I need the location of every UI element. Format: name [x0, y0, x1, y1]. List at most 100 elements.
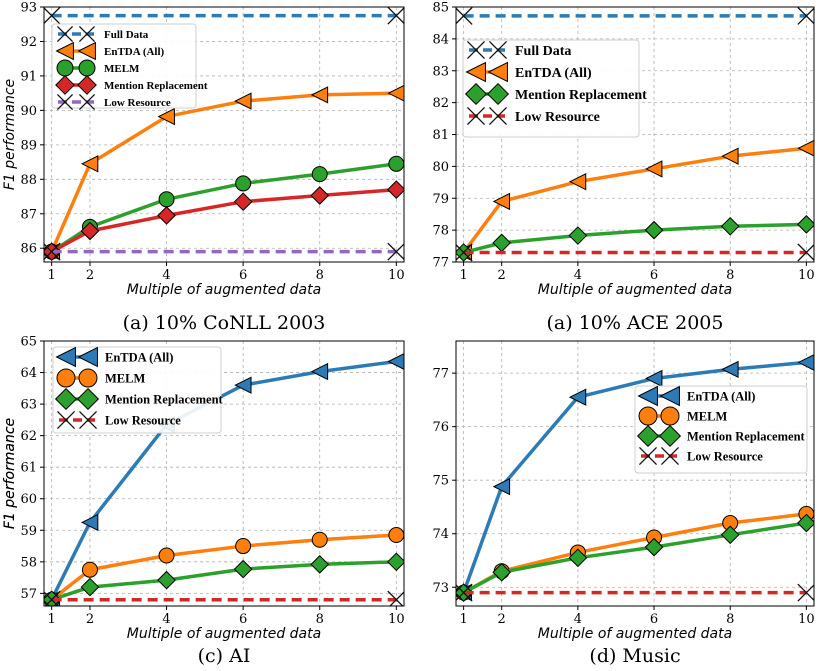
- x-tick-label: 1: [48, 268, 56, 283]
- data-point: [311, 166, 328, 183]
- legend-marker: [660, 446, 680, 466]
- y-tick-label: 63: [20, 398, 37, 413]
- series-full-data: [44, 7, 404, 25]
- data-point: [387, 242, 404, 261]
- plot-area: [44, 7, 404, 261]
- data-point: [311, 531, 328, 548]
- legend-item: Full Data: [466, 40, 571, 60]
- y-tick-label: 76: [432, 420, 449, 435]
- legend-label: EnTDA (All): [105, 351, 173, 365]
- x-tick-label: 6: [239, 612, 247, 627]
- panel-caption: (c) AI: [198, 645, 251, 667]
- x-tick-label: 4: [574, 268, 582, 283]
- legend-label: Mention Replacement: [687, 430, 806, 444]
- legend-marker: [659, 385, 680, 407]
- series-line: [50, 187, 397, 254]
- legend-box: [52, 346, 222, 434]
- data-point: [721, 147, 739, 165]
- y-tick-label: 61: [20, 461, 37, 476]
- data-point: [310, 362, 329, 381]
- x-tick-label: 2: [498, 612, 506, 627]
- data-point: [80, 221, 100, 241]
- data-point: [157, 206, 176, 225]
- panel-caption: (d) Music: [589, 645, 680, 667]
- legend-marker: [77, 346, 98, 368]
- chart-panel-3: 1 2 4 6 8 10 57 58 59 60 61 62 63 64 65 Multiple of aug…: [2, 335, 405, 668]
- data-point: [645, 160, 663, 178]
- series-mention-replacement: [456, 215, 814, 262]
- x-tick-label: 8: [316, 612, 324, 627]
- x-axis-label: Multiple of augmented data: [538, 282, 732, 298]
- data-point: [235, 175, 252, 192]
- data-point: [492, 192, 511, 211]
- data-point: [797, 513, 814, 533]
- series-line: [50, 91, 397, 253]
- data-point: [233, 559, 253, 579]
- y-tick-label: 89: [20, 138, 37, 153]
- data-point: [388, 155, 404, 172]
- y-tick-label: 62: [20, 429, 37, 444]
- data-point: [568, 388, 587, 406]
- x-axis-label: Multiple of augmented data: [127, 282, 321, 298]
- y-tick-label: 78: [432, 224, 449, 239]
- x-tick-label: 10: [798, 268, 815, 283]
- series-low-resource: [44, 242, 404, 261]
- data-point: [797, 7, 814, 25]
- x-tick-label: 8: [726, 268, 734, 283]
- y-tick-label: 60: [20, 492, 37, 507]
- legend-marker: [78, 93, 96, 111]
- data-point: [387, 7, 404, 25]
- data-point: [44, 590, 61, 606]
- legend-item: EnTDA (All): [55, 41, 165, 61]
- y-tick-label: 77: [432, 256, 449, 271]
- y-tick-label: 88: [20, 173, 37, 188]
- legend-item: Low Resource: [638, 446, 763, 466]
- series-mention-replacement: [44, 180, 404, 261]
- legend-marker: [55, 75, 75, 95]
- y-tick-label: 79: [432, 192, 449, 207]
- series-line: [461, 360, 807, 594]
- plot-frame: [43, 340, 405, 607]
- data-point: [797, 243, 814, 262]
- y-tick-label: 64: [20, 366, 37, 381]
- series-line: [50, 533, 397, 602]
- data-point: [387, 552, 404, 572]
- legend-marker: [78, 59, 96, 77]
- legend-label: Low Resource: [515, 110, 600, 125]
- data-point: [797, 215, 814, 234]
- series-low-resource: [44, 590, 404, 606]
- legend-box: [634, 385, 808, 474]
- series-line: [462, 521, 807, 595]
- x-tick-label: 4: [574, 612, 582, 627]
- legend-label: Mention Replacement: [515, 88, 647, 103]
- legend-label: Mention Replacement: [105, 393, 224, 407]
- y-tick-label: 74: [432, 527, 449, 542]
- data-point: [797, 139, 814, 157]
- legend-marker: [488, 106, 508, 126]
- x-axis-label: Multiple of augmented data: [127, 626, 321, 642]
- legend-marker: [77, 75, 97, 95]
- legend-marker: [54, 387, 78, 411]
- legend: EnTDA (All) MELM Mention Replacement Low Re…: [52, 346, 224, 434]
- series-low-resource: [456, 583, 814, 602]
- data-point: [158, 547, 175, 564]
- y-tick-label: 59: [20, 524, 37, 539]
- x-tick-label: 2: [86, 268, 94, 283]
- x-tick-label: 10: [388, 612, 405, 627]
- y-tick-label: 73: [432, 581, 449, 596]
- x-tick-label: 10: [388, 268, 405, 283]
- legend-marker: [466, 40, 486, 60]
- data-point: [234, 376, 252, 394]
- legend-marker: [637, 385, 658, 407]
- legend-marker: [78, 368, 98, 388]
- data-point: [80, 513, 99, 532]
- series-line: [463, 222, 807, 255]
- legend-marker: [636, 424, 660, 448]
- data-point: [235, 538, 252, 555]
- series-line: [50, 162, 397, 254]
- x-tick-label: 1: [459, 612, 467, 627]
- data-point: [80, 155, 99, 173]
- legend-marker: [638, 406, 658, 426]
- data-point: [644, 537, 664, 557]
